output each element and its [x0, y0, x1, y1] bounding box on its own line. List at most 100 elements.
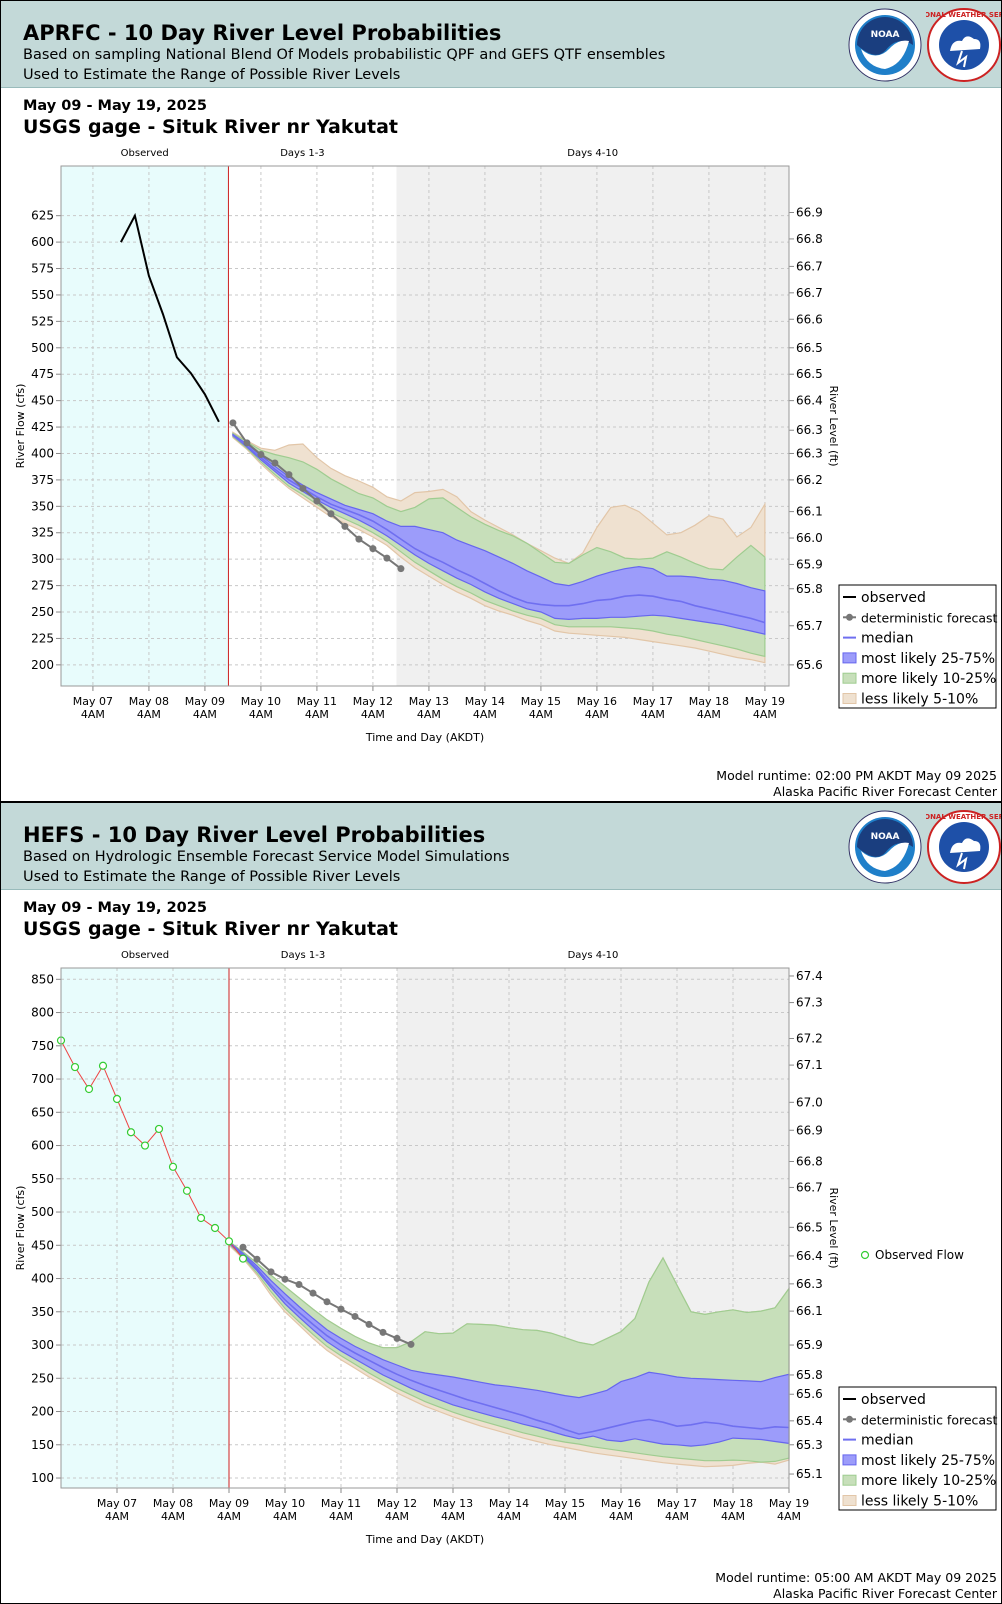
y2-tick-label: 66.1 [796, 1304, 823, 1318]
x-tick-label: May 19 [745, 695, 785, 708]
y2-tick-label: 66.5 [796, 341, 823, 355]
y2-tick-label: 66.8 [796, 1155, 823, 1169]
deterministic-forecast-point [393, 1334, 401, 1342]
deterministic-forecast-point [295, 1281, 303, 1289]
x-tick-label: May 14 [465, 695, 505, 708]
y-tick-label: 450 [31, 394, 54, 408]
x-tick-sublabel: 4AM [417, 708, 441, 721]
legend-label: observed [861, 1392, 926, 1408]
x-tick-sublabel: 4AM [441, 1510, 465, 1523]
y2-tick-label: 65.6 [796, 658, 823, 672]
x-tick-sublabel: 4AM [305, 708, 329, 721]
y-tick-label: 600 [31, 235, 54, 249]
observed-flow-legend-label: Observed Flow [875, 1248, 964, 1262]
legend-swatch-marker [846, 1415, 853, 1423]
y-tick-label: 375 [31, 473, 54, 487]
x-axis-label: Time and Day (AKDT) [365, 731, 484, 744]
y2-tick-label: 66.6 [796, 312, 823, 326]
y-tick-label: 225 [31, 631, 54, 645]
legend-label: deterministic forecast [861, 1412, 998, 1427]
y2-tick-label: 66.4 [796, 1249, 823, 1263]
x-tick-sublabel: 4AM [249, 708, 273, 721]
forecast-center: Alaska Pacific River Forecast Center [773, 784, 997, 799]
nws-logo-text: NATIONAL WEATHER SERVICE [926, 11, 1002, 19]
y-tick-label: 450 [31, 1238, 54, 1252]
observed-flow-point [210, 1223, 220, 1233]
observed-region [61, 968, 229, 1488]
observed-line [120, 212, 220, 423]
x-tick-label: May 17 [633, 695, 673, 708]
x-tick-label: May 17 [657, 1497, 697, 1510]
forecast-center: Alaska Pacific River Forecast Center [773, 1586, 997, 1601]
x-tick-label: May 07 [73, 695, 113, 708]
legend-label: more likely 10-25% [861, 671, 996, 687]
date-range: May 09 - May 19, 2025 [23, 98, 207, 114]
aprfc-panel: APRFC - 10 Day River Level Probabilities… [0, 0, 1002, 802]
legend-label: median [861, 631, 913, 647]
y2-tick-label: 66.5 [796, 1220, 823, 1234]
legend-label: median [861, 1433, 913, 1449]
x-tick-label: May 08 [129, 695, 169, 708]
y-tick-label: 275 [31, 579, 54, 593]
x-tick-label: May 10 [265, 1497, 305, 1510]
panel-title: HEFS - 10 Day River Level Probabilities [23, 823, 486, 847]
legend-label: less likely 5-10% [861, 692, 978, 708]
panel-subtitle-2: Used to Estimate the Range of Possible R… [23, 67, 401, 83]
deterministic-forecast-point [379, 1328, 387, 1336]
y2-tick-label: 66.2 [796, 473, 823, 487]
x-tick-sublabel: 4AM [553, 1510, 577, 1523]
region-label: Days 4-10 [568, 950, 619, 961]
deterministic-forecast-point [313, 497, 321, 505]
observed-flow-point [238, 1254, 248, 1263]
x-tick-label: May 12 [377, 1497, 417, 1510]
x-tick-label: May 18 [689, 695, 729, 708]
x-tick-sublabel: 4AM [217, 1510, 241, 1523]
y-tick-label: 200 [31, 658, 54, 672]
x-tick-sublabel: 4AM [609, 1510, 633, 1523]
observed-flow-legend-marker [860, 1250, 870, 1260]
y2-axis-label: River Level (ft) [827, 1187, 840, 1268]
deterministic-forecast-point [257, 451, 265, 459]
x-tick-label: May 15 [545, 1497, 585, 1510]
observed-flow-point [98, 1061, 108, 1070]
legend-label: deterministic forecast [861, 610, 998, 625]
y-tick-label: 100 [31, 1471, 54, 1485]
deterministic-forecast-point [355, 535, 363, 543]
x-tick-sublabel: 4AM [665, 1510, 689, 1523]
y2-tick-label: 66.9 [796, 206, 823, 220]
noaa-logo-text: NOAA [871, 30, 900, 40]
deterministic-forecast-point [229, 419, 237, 427]
x-tick-sublabel: 4AM [361, 708, 385, 721]
deterministic-forecast-point [243, 439, 251, 447]
x-tick-label: May 11 [321, 1497, 361, 1510]
y2-tick-label: 65.8 [796, 1368, 823, 1382]
region-label: Days 1-3 [281, 950, 325, 961]
deterministic-forecast-point [271, 459, 279, 467]
region-label: Observed [121, 148, 169, 159]
y-axis-label: River Flow (cfs) [14, 1186, 27, 1271]
x-tick-sublabel: 4AM [81, 708, 105, 721]
y-tick-label: 700 [31, 1072, 54, 1086]
gage-name: USGS gage - Situk River nr Yakutat [23, 116, 398, 138]
x-tick-label: May 16 [577, 695, 617, 708]
plot-border [60, 967, 790, 1489]
x-tick-label: May 07 [97, 1497, 137, 1510]
model-runtime: Model runtime: 05:00 AM AKDT May 09 2025 [715, 1570, 997, 1585]
nws-logo: NATIONAL WEATHER SERVICE [926, 8, 1002, 82]
panel-title: APRFC - 10 Day River Level Probabilities [23, 21, 502, 45]
legend-swatch [842, 672, 857, 684]
x-tick-label: May 10 [241, 695, 281, 708]
median-line [228, 1241, 790, 1435]
x-tick-sublabel: 4AM [697, 708, 721, 721]
legend-label: less likely 5-10% [861, 1494, 978, 1510]
deterministic-forecast-point [383, 554, 391, 562]
y-tick-label: 475 [31, 367, 54, 381]
panel-subtitle: Based on Hydrologic Ensemble Forecast Se… [23, 849, 510, 865]
y2-axis-label: River Level (ft) [827, 385, 840, 466]
y-tick-label: 500 [31, 1205, 54, 1219]
x-tick-sublabel: 4AM [137, 708, 161, 721]
y2-tick-label: 67.0 [796, 1095, 823, 1109]
legend-box [838, 584, 997, 709]
legend-swatch [842, 1495, 857, 1506]
x-tick-sublabel: 4AM [497, 1510, 521, 1523]
